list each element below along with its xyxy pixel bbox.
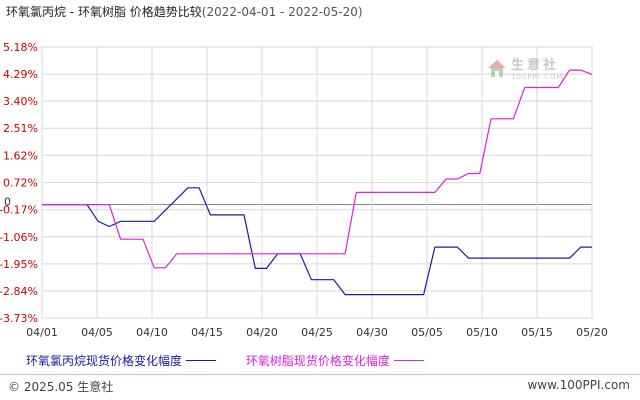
chart-title-main: 环氧氯丙烷 - 环氧树脂 价格趋势比较 bbox=[6, 5, 202, 19]
y-tick-label: 4.29% bbox=[3, 68, 38, 81]
chart-legend: 环氧氯丙烷现货价格变化幅度 环氧树脂现货价格变化幅度 bbox=[26, 352, 450, 369]
y-tick-label: -2.84% bbox=[0, 285, 38, 298]
footer-copyright: © 2025.05 生意社 bbox=[8, 380, 114, 394]
y-tick-label: -1.06% bbox=[0, 231, 38, 244]
y-tick-label: 2.51% bbox=[3, 122, 38, 135]
y-tick-label: -1.95% bbox=[0, 258, 38, 271]
legend-swatch-epichlorohydrin bbox=[186, 360, 217, 361]
chart-title: 环氧氯丙烷 - 环氧树脂 价格趋势比较(2022-04-01 - 2022-05… bbox=[6, 3, 363, 20]
watermark-en: 100PPI.COM bbox=[511, 73, 564, 81]
house-logo-icon bbox=[488, 59, 506, 77]
zero-label: 0 bbox=[4, 196, 11, 209]
y-tick-label: 3.40% bbox=[3, 95, 38, 108]
x-tick-label: 04/01 bbox=[26, 326, 58, 339]
legend-item-epichlorohydrin: 环氧氯丙烷现货价格变化幅度 bbox=[26, 352, 217, 369]
x-tick-label: 05/10 bbox=[466, 326, 498, 339]
x-tick-label: 05/20 bbox=[576, 326, 608, 339]
series-line-epichlorohydrin bbox=[42, 187, 592, 296]
x-tick-label: 04/15 bbox=[191, 326, 223, 339]
legend-item-epoxy: 环氧树脂现货价格变化幅度 bbox=[246, 352, 424, 369]
footer-site-link[interactable]: www.100PPI.com bbox=[527, 378, 630, 392]
y-tick-label: -3.73% bbox=[0, 312, 38, 325]
legend-swatch-epoxy bbox=[393, 360, 424, 361]
x-tick-label: 05/05 bbox=[411, 326, 443, 339]
x-tick-label: 04/10 bbox=[136, 326, 168, 339]
x-tick-label: 05/15 bbox=[521, 326, 553, 339]
y-tick-label: 5.18% bbox=[3, 41, 38, 54]
footer-divider bbox=[0, 374, 640, 375]
y-tick-label: 0.72% bbox=[3, 177, 38, 190]
x-tick-label: 04/30 bbox=[356, 326, 388, 339]
watermark-logo: 生意社 100PPI.COM bbox=[486, 54, 564, 81]
y-tick-label: 1.62% bbox=[3, 149, 38, 162]
series-line-epoxy bbox=[42, 69, 593, 269]
chart-title-range: (2022-04-01 - 2022-05-20) bbox=[201, 5, 363, 19]
x-tick-label: 04/20 bbox=[246, 326, 278, 339]
x-tick-label: 04/25 bbox=[301, 326, 333, 339]
legend-label-epoxy: 环氧树脂现货价格变化幅度 bbox=[245, 354, 390, 368]
y-tick-label: -0.17% bbox=[0, 204, 38, 217]
x-tick-label: 04/05 bbox=[81, 326, 113, 339]
watermark-cn: 生意社 bbox=[511, 58, 560, 73]
legend-label-epichlorohydrin: 环氧氯丙烷现货价格变化幅度 bbox=[26, 354, 183, 368]
